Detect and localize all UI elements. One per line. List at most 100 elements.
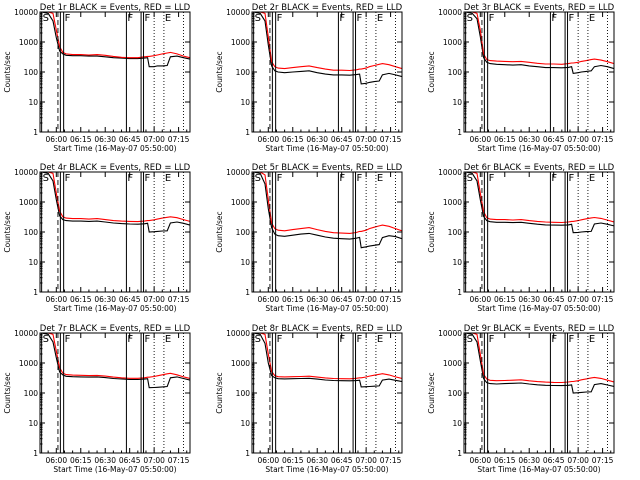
- x-tick-label: 07:15: [592, 456, 614, 465]
- y-tick-label: 10000: [438, 8, 462, 17]
- x-axis-title: Start Time (16-May-07 05:50:00): [53, 144, 176, 153]
- x-tick-label: 07:15: [592, 135, 614, 144]
- x-tick-label: 07:00: [355, 456, 377, 465]
- x-tick-label: 06:45: [119, 295, 141, 304]
- x-axis-title: Start Time (16-May-07 05:50:00): [53, 304, 176, 313]
- marker-label-f: F: [277, 13, 283, 24]
- marker-label-f: F: [339, 173, 345, 184]
- y-tick-label: 10: [28, 419, 38, 428]
- y-tick-label: 100: [448, 228, 463, 237]
- y-tick-label: 1000: [443, 359, 462, 368]
- x-tick-label: 07:15: [380, 456, 402, 465]
- x-tick-label: 06:15: [70, 295, 92, 304]
- y-tick-label: 10: [28, 258, 38, 267]
- x-tick-label: 06:30: [518, 456, 540, 465]
- x-tick-label: 06:00: [45, 295, 67, 304]
- y-tick-label: 10000: [14, 168, 38, 177]
- y-tick-label: 1: [245, 288, 250, 297]
- y-tick-label: 1000: [443, 198, 462, 207]
- y-tick-label: 10000: [226, 329, 250, 338]
- marker-label-e: E: [589, 173, 595, 184]
- y-tick-label: 100: [236, 389, 251, 398]
- y-tick-label: 1: [457, 288, 462, 297]
- x-tick-label: 06:15: [494, 135, 516, 144]
- marker-label-s: S: [43, 334, 49, 345]
- panel-title: Det 6r BLACK = Events, RED = LLD: [464, 163, 615, 173]
- x-tick-label: 07:15: [168, 456, 190, 465]
- y-tick-label: 1: [245, 128, 250, 137]
- panel-title: Det 7r BLACK = Events, RED = LLD: [40, 324, 191, 334]
- x-tick-label: 06:30: [94, 456, 116, 465]
- x-tick-label: 07:00: [143, 295, 165, 304]
- x-tick-label: 07:00: [567, 295, 589, 304]
- x-tick-label: 06:00: [257, 295, 279, 304]
- marker-label-f: F: [569, 334, 575, 345]
- plot-frame: [39, 11, 191, 133]
- marker-label-s: S: [467, 13, 473, 24]
- y-axis-title: Counts/sec: [3, 51, 12, 92]
- x-tick-label: 06:30: [306, 135, 328, 144]
- x-tick-label: 06:15: [282, 456, 304, 465]
- y-tick-label: 10000: [438, 329, 462, 338]
- x-tick-label: 06:00: [257, 135, 279, 144]
- y-tick-label: 1000: [19, 198, 38, 207]
- x-tick-label: 06:30: [306, 456, 328, 465]
- x-tick-label: 06:45: [331, 456, 353, 465]
- y-tick-label: 10000: [14, 329, 38, 338]
- marker-label-s: S: [43, 173, 49, 184]
- x-tick-label: 06:30: [94, 295, 116, 304]
- x-tick-label: 07:00: [143, 135, 165, 144]
- x-tick-label: 06:45: [331, 135, 353, 144]
- y-tick-label: 1: [457, 128, 462, 137]
- marker-label-f: F: [357, 173, 363, 184]
- x-tick-label: 07:00: [143, 456, 165, 465]
- y-axis-title: Counts/sec: [3, 372, 12, 413]
- x-tick-label: 07:00: [355, 295, 377, 304]
- x-tick-label: 07:00: [355, 135, 377, 144]
- y-tick-label: 10: [452, 98, 462, 107]
- x-tick-label: 07:15: [168, 295, 190, 304]
- y-tick-label: 100: [448, 68, 463, 77]
- panel-title: Det 4r BLACK = Events, RED = LLD: [40, 163, 191, 173]
- y-tick-label: 1000: [231, 38, 250, 47]
- marker-label-s: S: [255, 173, 261, 184]
- marker-label-f: F: [551, 13, 557, 24]
- y-tick-label: 1: [33, 288, 38, 297]
- x-tick-label: 06:15: [70, 135, 92, 144]
- x-tick-label: 06:00: [257, 456, 279, 465]
- y-tick-label: 1000: [443, 38, 462, 47]
- y-tick-label: 10: [240, 258, 250, 267]
- y-axis-title: Counts/sec: [215, 51, 224, 92]
- x-tick-label: 06:00: [469, 456, 491, 465]
- y-tick-label: 1000: [19, 38, 38, 47]
- x-tick-label: 06:45: [331, 295, 353, 304]
- x-tick-label: 06:45: [119, 135, 141, 144]
- x-tick-label: 07:15: [168, 135, 190, 144]
- plot-frame: [463, 11, 615, 133]
- marker-label-f: F: [277, 334, 283, 345]
- x-tick-label: 07:15: [592, 295, 614, 304]
- x-tick-label: 07:00: [567, 135, 589, 144]
- marker-label-f: F: [145, 173, 151, 184]
- y-tick-label: 10000: [14, 8, 38, 17]
- x-tick-label: 07:15: [380, 295, 402, 304]
- marker-label-e: E: [377, 173, 383, 184]
- panel-title: Det 9r BLACK = Events, RED = LLD: [464, 324, 615, 334]
- marker-label-e: E: [165, 173, 171, 184]
- y-tick-label: 10000: [226, 168, 250, 177]
- x-tick-label: 06:15: [282, 135, 304, 144]
- plot-frame: [251, 11, 403, 133]
- x-axis-title: Start Time (16-May-07 05:50:00): [265, 304, 388, 313]
- x-tick-label: 06:30: [518, 295, 540, 304]
- marker-label-s: S: [467, 334, 473, 345]
- plot-frame: [463, 171, 615, 293]
